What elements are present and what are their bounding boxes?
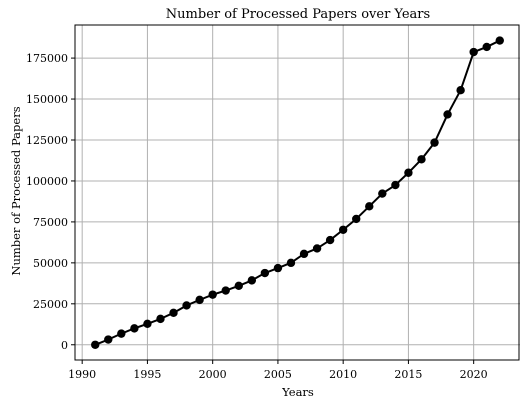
data-point [456, 85, 465, 95]
data-point [312, 244, 322, 253]
data-point [260, 268, 270, 278]
y-tick-label: 125000 [26, 134, 68, 147]
x-tick-label: 2000 [199, 368, 227, 381]
data-point [91, 340, 100, 349]
data-point [143, 319, 152, 328]
data-point [156, 314, 165, 324]
data-point [130, 324, 139, 333]
x-tick-label: 2005 [264, 368, 292, 381]
data-point [430, 138, 439, 147]
data-point [299, 249, 309, 259]
x-tick-label: 2015 [394, 368, 422, 381]
x-tick-label: 1990 [68, 368, 96, 381]
x-tick-label: 2020 [460, 368, 488, 381]
axes: 1990 1995 2000 2005 2010 2015 2020 0 25000 50000 7… [26, 24, 520, 381]
data-point [365, 202, 374, 211]
data-point [469, 47, 478, 57]
y-tick-label: 0 [61, 339, 68, 352]
data-point [234, 281, 243, 290]
plot-frame [74, 24, 520, 361]
y-tick-label: 150000 [26, 93, 68, 106]
data-point [182, 301, 191, 310]
y-axis-label: Number of Processed Papers [9, 106, 23, 275]
data-point [247, 276, 257, 285]
data-point [208, 290, 217, 299]
y-tick-label: 25000 [33, 298, 68, 311]
x-axis-label: Years [281, 385, 314, 399]
data-point [221, 286, 230, 295]
data-point [195, 295, 204, 305]
data-point [104, 335, 113, 344]
x-tick-label: 2010 [329, 368, 357, 381]
data-point [404, 168, 413, 177]
data-point [325, 235, 335, 245]
data-point [352, 214, 361, 224]
data-point [378, 189, 387, 198]
chart-title: Number of Processed Papers over Years [166, 7, 430, 22]
y-tick-label: 100000 [26, 175, 68, 188]
y-tick-label: 50000 [33, 257, 68, 270]
grid [75, 25, 520, 360]
data-point [286, 258, 296, 268]
data-point [273, 263, 283, 273]
data-point [443, 110, 452, 119]
series-group [91, 36, 504, 349]
data-point [482, 42, 491, 52]
data-point [117, 329, 126, 338]
data-point [417, 155, 426, 164]
data-point [391, 180, 400, 190]
data-point [169, 308, 178, 318]
y-tick-label: 75000 [33, 216, 68, 229]
x-tick-label: 1995 [133, 368, 161, 381]
y-tick-label: 175000 [26, 52, 68, 65]
data-point [338, 225, 348, 234]
data-point [495, 36, 504, 45]
